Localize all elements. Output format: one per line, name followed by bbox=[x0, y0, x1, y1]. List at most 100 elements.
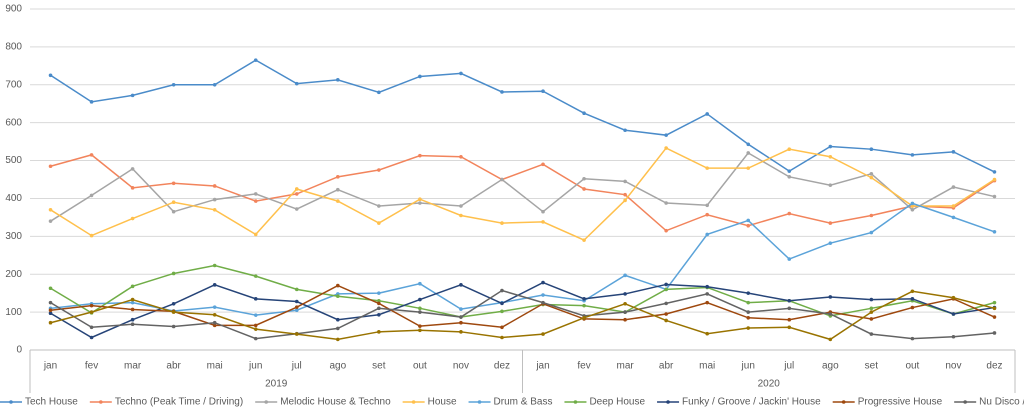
point bbox=[171, 200, 176, 205]
point bbox=[828, 183, 833, 187]
y-tick-label: 600 bbox=[5, 117, 22, 128]
legend-item: Techno (Peak Time / Driving) bbox=[89, 397, 243, 408]
legend-label: Tech House bbox=[25, 397, 78, 408]
series-line bbox=[50, 147, 995, 242]
legend-item: Drum & Bass bbox=[468, 397, 552, 408]
point bbox=[541, 220, 545, 224]
legend-marker bbox=[963, 400, 967, 404]
point bbox=[869, 332, 874, 336]
point bbox=[48, 320, 53, 325]
point bbox=[664, 146, 668, 150]
legend-marker bbox=[841, 400, 846, 404]
point bbox=[664, 282, 668, 287]
point bbox=[787, 298, 792, 303]
point bbox=[48, 311, 53, 316]
point bbox=[294, 287, 299, 292]
point bbox=[787, 169, 792, 173]
legend-item: Progressive House bbox=[832, 397, 943, 408]
point bbox=[623, 128, 627, 133]
point bbox=[746, 223, 751, 228]
point bbox=[418, 310, 422, 314]
point bbox=[336, 294, 340, 298]
point bbox=[951, 215, 956, 220]
point bbox=[664, 301, 668, 306]
point bbox=[336, 326, 340, 331]
point bbox=[541, 209, 545, 214]
point bbox=[336, 199, 340, 203]
point bbox=[910, 153, 915, 157]
point bbox=[89, 100, 94, 104]
point bbox=[869, 213, 874, 218]
point bbox=[89, 325, 94, 330]
x-tick-label: abr bbox=[659, 361, 674, 372]
point bbox=[212, 305, 217, 309]
point bbox=[582, 297, 586, 301]
legend-marker bbox=[573, 400, 578, 404]
point bbox=[130, 300, 135, 305]
series-line bbox=[50, 152, 995, 222]
point bbox=[418, 297, 422, 302]
point bbox=[992, 300, 997, 305]
point bbox=[212, 82, 217, 87]
point bbox=[89, 193, 94, 198]
point bbox=[459, 204, 463, 208]
x-tick-label: mai bbox=[699, 361, 715, 372]
point bbox=[294, 299, 299, 304]
point bbox=[705, 284, 709, 289]
y-tick-label: 900 bbox=[5, 4, 22, 15]
point bbox=[171, 271, 176, 276]
point bbox=[253, 336, 258, 341]
point bbox=[992, 177, 997, 182]
point bbox=[336, 317, 340, 322]
point bbox=[336, 283, 340, 288]
x-tick-label: jul bbox=[783, 361, 794, 372]
point bbox=[459, 71, 463, 76]
point bbox=[253, 58, 258, 62]
point bbox=[828, 312, 833, 316]
legend-item: Deep House bbox=[564, 397, 645, 408]
point bbox=[664, 133, 668, 137]
point bbox=[212, 283, 217, 287]
legend-item: Melodic House & Techno bbox=[255, 397, 391, 408]
point bbox=[418, 74, 422, 79]
x-tick-label: mar bbox=[124, 361, 142, 372]
legend-marker bbox=[99, 400, 103, 404]
point bbox=[377, 90, 381, 95]
legend-marker bbox=[264, 400, 269, 404]
point bbox=[623, 179, 627, 184]
point bbox=[212, 320, 217, 325]
series-line bbox=[50, 202, 995, 316]
point bbox=[294, 308, 299, 313]
point bbox=[951, 150, 956, 154]
point bbox=[459, 330, 463, 334]
series-line bbox=[50, 264, 995, 318]
point bbox=[377, 204, 381, 208]
x-tick-label: fev bbox=[85, 361, 98, 372]
point bbox=[253, 297, 258, 301]
point bbox=[705, 331, 709, 336]
point bbox=[828, 221, 833, 225]
point bbox=[828, 295, 833, 299]
legend-item: Nu Disco / Disco bbox=[954, 397, 1024, 408]
point bbox=[418, 281, 422, 286]
point bbox=[992, 306, 997, 311]
y-tick-label: 700 bbox=[5, 79, 22, 90]
point bbox=[48, 208, 53, 212]
point bbox=[377, 330, 381, 334]
point bbox=[664, 201, 668, 205]
legend-label: Melodic House & Techno bbox=[280, 397, 391, 408]
legend-item: House bbox=[402, 397, 457, 408]
point bbox=[294, 192, 299, 196]
legend-item: Funky / Groove / Jackin' House bbox=[657, 397, 821, 408]
point bbox=[459, 283, 463, 287]
point bbox=[623, 273, 627, 278]
point bbox=[253, 327, 258, 331]
legend: Tech House Techno (Peak Time / Driving) Me… bbox=[0, 397, 1024, 408]
point bbox=[294, 332, 299, 336]
x-tick-label: jan bbox=[535, 361, 549, 372]
legend-label: House bbox=[428, 397, 457, 408]
point bbox=[746, 300, 751, 305]
point bbox=[130, 284, 135, 289]
point bbox=[377, 221, 381, 225]
y-tick-label: 400 bbox=[5, 193, 22, 204]
